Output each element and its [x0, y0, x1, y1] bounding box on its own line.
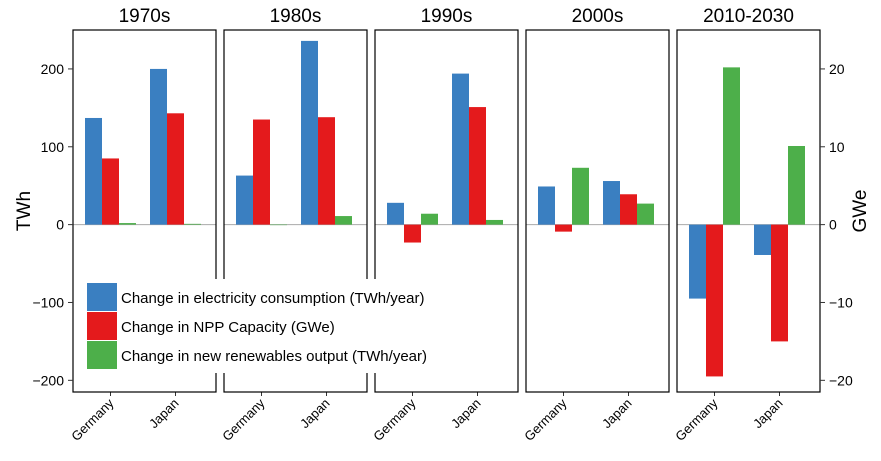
bar-germany-series-2	[270, 224, 287, 226]
legend-background	[82, 279, 474, 373]
right-axis: −20 −10 0 10 20	[820, 61, 853, 388]
bar-germany-series-0	[85, 117, 102, 225]
panel-title: 1980s	[270, 6, 322, 27]
y-axis-title-right: GWe	[850, 190, 871, 233]
bar-japan-series-0	[603, 181, 620, 225]
bar-germany-series-1	[102, 158, 119, 225]
panels: 1970s Germany Japan 1980s Germany Japan 1990s G…	[68, 6, 821, 444]
panel-title: 2010-2030	[703, 6, 794, 27]
panel-1990s: 1990s Germany Japan	[370, 6, 519, 444]
y-tick-label-left: 200	[41, 61, 65, 77]
bar-japan-series-0	[754, 224, 771, 255]
panel-border	[525, 29, 670, 393]
legend-label-2: Change in new renewables output (TWh/yea…	[121, 348, 427, 365]
panel-2010-2030: 2010-2030 Germany Japan	[672, 6, 821, 444]
left-axis: −200 −100 0 100 200	[32, 61, 73, 388]
bar-japan-series-1	[469, 107, 486, 225]
x-tick-label-germany: Germany	[219, 395, 268, 444]
bar-japan-series-1	[167, 113, 184, 225]
bar-japan-series-2	[637, 203, 654, 225]
bar-japan-series-2	[184, 223, 201, 225]
panel-border	[676, 29, 821, 393]
bar-japan-series-1	[771, 224, 788, 342]
bar-germany-series-0	[689, 224, 706, 299]
bar-germany-series-1	[706, 224, 723, 377]
bar-germany-series-0	[538, 186, 555, 225]
x-tick-label-germany: Germany	[370, 395, 419, 444]
y-tick-label-right: −10	[829, 294, 853, 310]
y-tick-label-left: 100	[41, 139, 65, 155]
bar-germany-series-1	[404, 224, 421, 243]
x-tick-label-japan: Japan	[146, 396, 182, 432]
legend-swatch-1	[87, 312, 117, 340]
bar-japan-series-1	[318, 117, 335, 225]
legend-label-0: Change in electricity consumption (TWh/y…	[121, 290, 424, 307]
y-tick-label-right: −20	[829, 372, 853, 388]
bar-japan-series-0	[452, 73, 469, 225]
y-tick-label-left: 0	[56, 217, 64, 233]
panel-border	[223, 29, 368, 393]
legend-label-1: Change in NPP Capacity (GWe)	[121, 319, 335, 336]
bar-germany-series-2	[421, 213, 438, 225]
y-axis-title-left: TWh	[14, 191, 35, 231]
bar-germany-series-0	[236, 175, 253, 225]
y-tick-label-left: −100	[32, 294, 64, 310]
panel-1980s: 1980s Germany Japan	[219, 6, 368, 444]
panel-title: 1990s	[421, 6, 473, 27]
panel-2000s: 2000s Germany Japan	[521, 6, 670, 444]
x-tick-label-japan: Japan	[297, 396, 333, 432]
x-tick-label-japan: Japan	[599, 396, 635, 432]
x-tick-label-japan: Japan	[448, 396, 484, 432]
bar-germany-series-2	[119, 223, 136, 225]
bar-germany-series-1	[253, 119, 270, 225]
legend-swatch-2	[87, 341, 117, 369]
bar-germany-series-1	[555, 224, 572, 232]
y-tick-label-right: 20	[829, 61, 845, 77]
y-tick-label-right: 10	[829, 139, 845, 155]
x-tick-label-germany: Germany	[521, 395, 570, 444]
legend: Change in electricity consumption (TWh/y…	[82, 279, 474, 373]
panel-title: 1970s	[119, 6, 171, 27]
bar-japan-series-1	[620, 194, 637, 225]
bar-germany-series-2	[723, 67, 740, 225]
bar-japan-series-0	[150, 68, 167, 225]
bar-germany-series-0	[387, 202, 404, 225]
bar-japan-series-0	[301, 40, 318, 225]
bar-japan-series-2	[788, 145, 805, 225]
bar-germany-series-2	[572, 167, 589, 225]
panel-1970s: 1970s Germany Japan	[68, 6, 217, 444]
panel-title: 2000s	[572, 6, 624, 27]
y-tick-label-right: 0	[829, 217, 837, 233]
y-tick-label-left: −200	[32, 372, 64, 388]
panel-border	[72, 29, 217, 393]
panel-border	[374, 29, 519, 393]
legend-swatch-0	[87, 283, 117, 311]
x-tick-label-germany: Germany	[68, 395, 117, 444]
x-tick-label-japan: Japan	[750, 396, 786, 432]
x-tick-label-germany: Germany	[672, 395, 721, 444]
bar-japan-series-2	[486, 219, 503, 225]
bar-japan-series-2	[335, 216, 352, 225]
